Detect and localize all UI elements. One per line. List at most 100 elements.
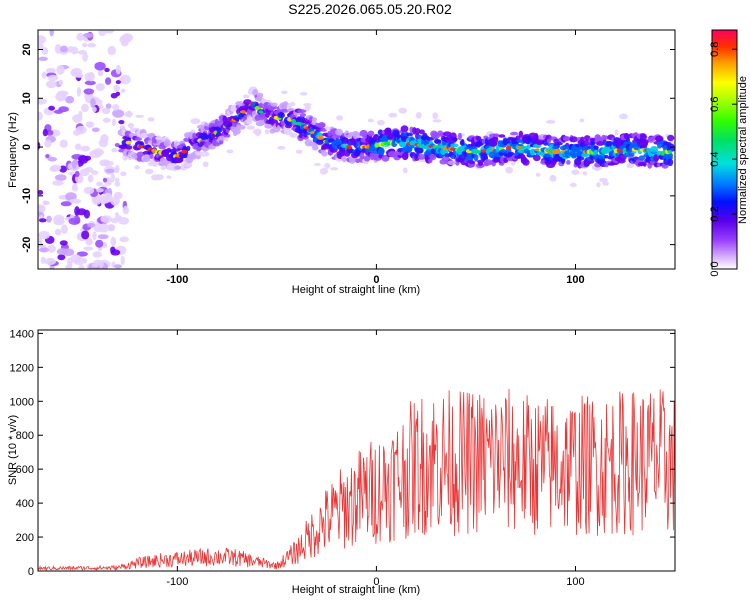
heatmap-cell — [44, 139, 52, 148]
heatmap-cell — [76, 251, 88, 257]
heatmap-cell — [363, 155, 371, 162]
heatmap-cell — [277, 112, 286, 119]
heatmap-cell — [414, 147, 424, 154]
heatmap-cell — [47, 74, 59, 82]
heatmap-cell — [341, 155, 347, 162]
heatmap-cell — [38, 190, 44, 195]
heatmap-cell — [110, 217, 119, 224]
heatmap-cell — [151, 161, 159, 168]
heatmap-cell — [91, 195, 102, 206]
heatmap-cell — [96, 181, 103, 187]
heatmap-cell — [569, 136, 579, 143]
heatmap-cell — [115, 164, 120, 174]
heatmap-cell — [166, 175, 172, 179]
heatmap-cell — [107, 224, 116, 232]
heatmap-cell — [556, 141, 563, 146]
heatmap-cell — [41, 47, 49, 55]
heatmap-cell — [147, 117, 155, 122]
heatmap-cell — [336, 115, 343, 121]
heatmap-cell — [43, 200, 50, 205]
heatmap-cell — [60, 201, 72, 207]
snr-marks — [38, 388, 675, 571]
heatmap-cell — [127, 122, 135, 129]
heatmap-cell — [626, 162, 635, 169]
heatmap-cell — [78, 110, 83, 119]
heatmap-cell — [100, 215, 112, 224]
heatmap-cell — [38, 238, 43, 246]
colorbar-tick-label: 0.2 — [709, 206, 721, 221]
heatmap-cell — [83, 246, 94, 251]
heatmap-cell — [325, 126, 331, 131]
heatmap-cell — [562, 136, 571, 142]
y-tick-label: 400 — [16, 498, 34, 510]
heatmap-cell — [121, 33, 134, 42]
heatmap-cell — [61, 224, 68, 234]
heatmap-cell — [125, 145, 133, 150]
heatmap-cell — [40, 256, 46, 264]
heatmap-cell — [518, 130, 524, 138]
heatmap-cell — [155, 136, 163, 141]
heatmap-cell — [593, 145, 599, 150]
heatmap-cell — [81, 42, 88, 48]
heatmap-cell — [38, 111, 43, 121]
heatmap-cell — [76, 87, 82, 97]
heatmap-ylabel: Frequency (Hz) — [7, 112, 19, 188]
x-tick-label: 100 — [566, 274, 584, 286]
heatmap-cell — [87, 174, 94, 183]
heatmap-cell — [224, 137, 229, 142]
heatmap-cell — [92, 231, 97, 241]
heatmap-cell — [99, 159, 111, 167]
heatmap-cell — [580, 136, 585, 143]
heatmap-cell — [53, 218, 65, 226]
heatmap-cell — [56, 248, 68, 255]
heatmap-cell — [522, 158, 530, 166]
heatmap-cell — [175, 165, 182, 170]
heatmap-cell — [346, 144, 352, 150]
heatmap-cell — [426, 137, 435, 141]
heatmap-cell — [77, 50, 88, 55]
y-tick-label: 800 — [16, 430, 34, 442]
heatmap-cell — [120, 255, 125, 266]
heatmap-cell — [569, 182, 577, 188]
heatmap-cell — [121, 40, 129, 47]
heatmap-cell — [441, 141, 447, 146]
heatmap-cell — [324, 162, 331, 169]
colorbar-tick-label: 0.0 — [709, 261, 721, 276]
heatmap-cell — [599, 154, 607, 160]
y-tick-label: 600 — [16, 464, 34, 476]
heatmap-cell — [190, 118, 201, 125]
heatmap-cell — [85, 237, 93, 246]
heatmap-cell — [299, 113, 307, 117]
heatmap-cell — [299, 92, 308, 96]
heatmap-cell — [289, 132, 298, 138]
heatmap-cell — [352, 132, 361, 140]
heatmap-cell — [317, 122, 326, 128]
heatmap-cell — [604, 154, 609, 159]
heatmap-cell — [38, 218, 47, 223]
heatmap-cell — [38, 56, 48, 61]
heatmap-cell — [111, 118, 117, 127]
heatmap-cell — [603, 135, 609, 140]
heatmap-cell — [113, 264, 122, 269]
heatmap-cell — [599, 177, 608, 183]
heatmap-cell — [311, 120, 317, 126]
heatmap-cell — [92, 251, 102, 258]
heatmap-cell — [83, 32, 94, 38]
heatmap-cell — [134, 165, 140, 170]
heatmap-cell — [398, 107, 408, 114]
y-tick-label: 0 — [21, 144, 33, 150]
heatmap-cell — [118, 120, 125, 125]
heatmap-cell — [38, 204, 46, 213]
heatmap-cell — [400, 125, 409, 133]
heatmap-cell — [55, 91, 66, 102]
heatmap-cell — [477, 161, 484, 166]
heatmap-cell — [68, 217, 81, 225]
y-tick-label: 20 — [21, 43, 33, 55]
heatmap-cell — [87, 223, 96, 228]
heatmap-cell — [105, 168, 115, 173]
heatmap-cell — [38, 231, 50, 240]
heatmap-cell — [160, 165, 166, 170]
heatmap-cell — [104, 67, 110, 73]
y-tick-label: 200 — [16, 532, 34, 544]
heatmap-cell — [552, 145, 559, 150]
